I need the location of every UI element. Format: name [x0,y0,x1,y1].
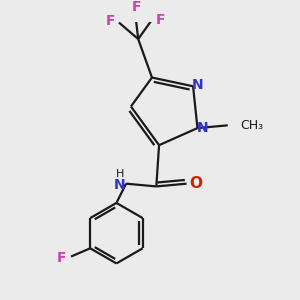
Text: H: H [116,169,124,179]
Text: N: N [196,121,208,135]
Text: F: F [155,13,165,27]
Text: F: F [132,0,142,14]
Text: O: O [190,176,203,191]
Text: F: F [106,14,116,28]
Text: N: N [191,78,203,92]
Text: N: N [114,178,126,192]
Text: CH₃: CH₃ [240,119,263,132]
Text: F: F [57,251,66,265]
